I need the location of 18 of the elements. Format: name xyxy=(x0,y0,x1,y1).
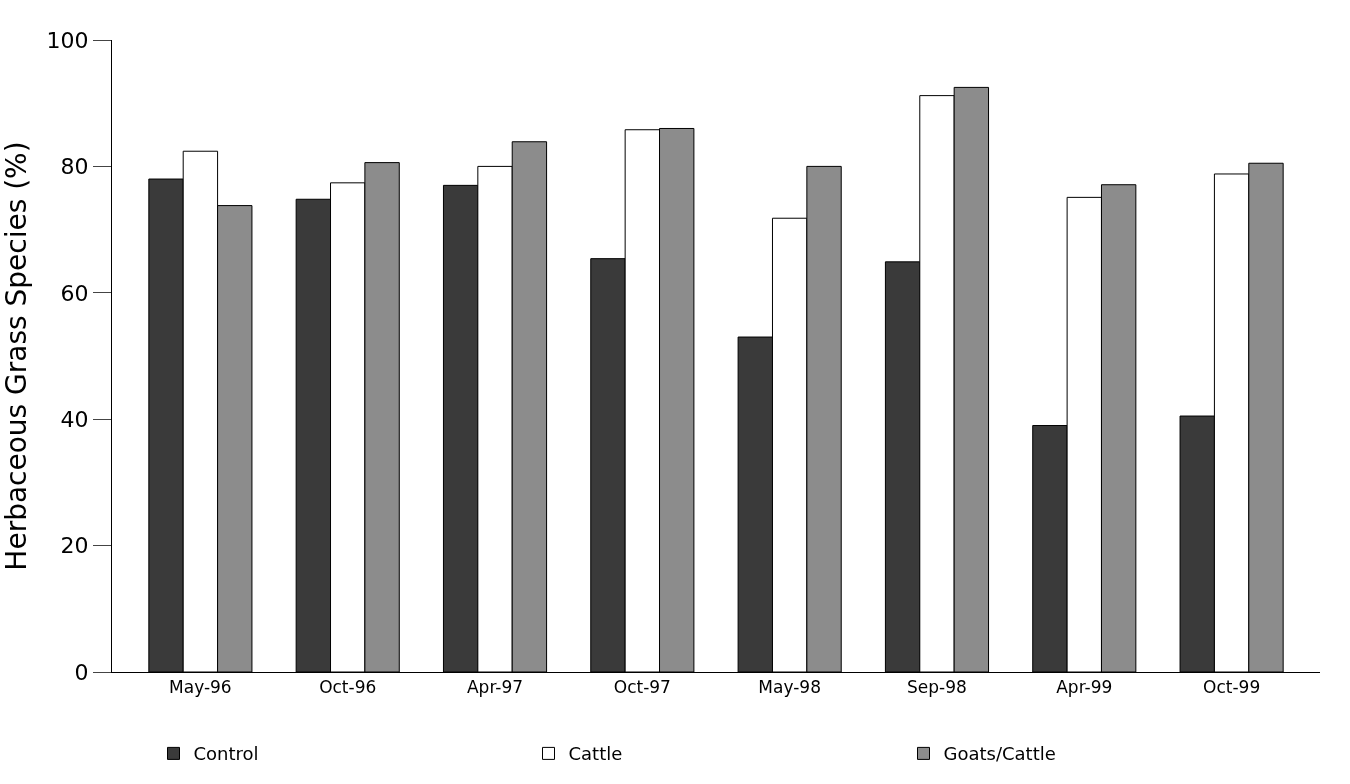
x-tick-label: Oct-99 xyxy=(1203,677,1261,698)
y-tick-label: 80 xyxy=(60,154,89,180)
y-tick-label: 40 xyxy=(60,406,89,432)
y-axis-title: Herbaceous Grass Species (%) xyxy=(0,141,33,571)
x-tick-label: Sep-98 xyxy=(907,677,967,698)
legend-label: Cattle xyxy=(568,743,623,765)
x-tick-label: May-98 xyxy=(758,677,821,698)
y-tick-label: 0 xyxy=(74,659,89,685)
y-tick-label: 60 xyxy=(60,280,89,306)
x-tick-label: May-96 xyxy=(169,677,232,698)
legend-label: Goats/Cattle xyxy=(943,743,1056,765)
x-tick-label: Apr-97 xyxy=(466,677,524,698)
y-tick-label: 20 xyxy=(60,533,89,559)
x-tick-label: Oct-96 xyxy=(319,677,377,698)
x-tick-label: Apr-99 xyxy=(1056,677,1113,698)
x-tick-label: Oct-97 xyxy=(613,677,671,698)
legend-label: Control xyxy=(193,743,259,765)
y-tick-label: 100 xyxy=(46,27,89,53)
